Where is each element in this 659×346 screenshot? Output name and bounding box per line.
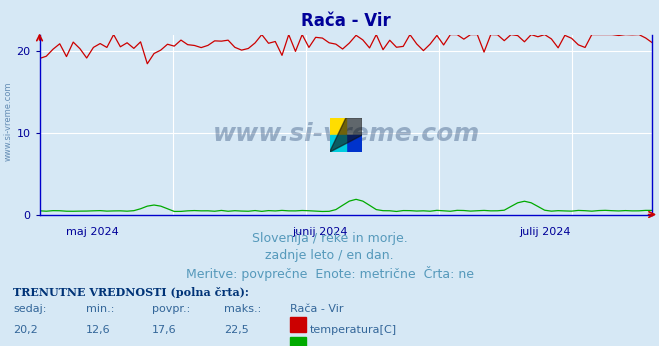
Bar <box>330 135 346 152</box>
Text: 12,6: 12,6 <box>86 325 110 335</box>
Text: www.si-vreme.com: www.si-vreme.com <box>3 81 13 161</box>
Text: www.si-vreme.com: www.si-vreme.com <box>212 121 480 146</box>
Text: Slovenija / reke in morje.: Slovenija / reke in morje. <box>252 232 407 245</box>
Text: Meritve: povprečne  Enote: metrične  Črta: ne: Meritve: povprečne Enote: metrične Črta:… <box>185 266 474 281</box>
Text: 20,2: 20,2 <box>13 325 38 335</box>
Bar <box>346 135 362 152</box>
Text: maks.:: maks.: <box>224 304 262 315</box>
Text: TRENUTNE VREDNOSTI (polna črta):: TRENUTNE VREDNOSTI (polna črta): <box>13 287 249 298</box>
Text: julij 2024: julij 2024 <box>519 227 571 237</box>
Text: min.:: min.: <box>86 304 114 315</box>
Text: temperatura[C]: temperatura[C] <box>310 325 397 335</box>
Title: Rača - Vir: Rača - Vir <box>301 12 391 30</box>
Text: 17,6: 17,6 <box>152 325 176 335</box>
Text: maj 2024: maj 2024 <box>66 227 119 237</box>
Text: 22,5: 22,5 <box>224 325 249 335</box>
Text: Rača - Vir: Rača - Vir <box>290 304 343 315</box>
Bar <box>330 118 346 135</box>
Text: junij 2024: junij 2024 <box>293 227 348 237</box>
Text: zadnje leto / en dan.: zadnje leto / en dan. <box>265 249 394 262</box>
Polygon shape <box>330 118 362 152</box>
Text: sedaj:: sedaj: <box>13 304 47 315</box>
Text: povpr.:: povpr.: <box>152 304 190 315</box>
